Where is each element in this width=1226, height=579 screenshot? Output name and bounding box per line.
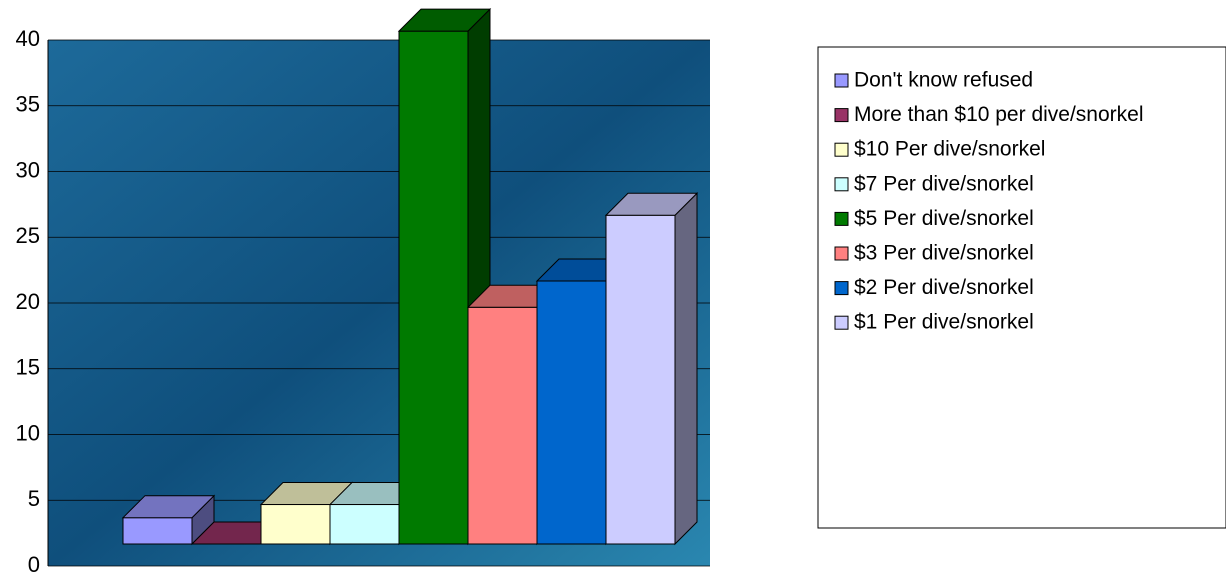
- bar: [398, 30, 469, 545]
- legend-label: Don't know refused: [854, 69, 1033, 92]
- legend-swatch: [834, 108, 849, 123]
- legend-swatch: [834, 211, 849, 226]
- y-tick-label: 40: [16, 26, 40, 51]
- legend-label: $7 Per dive/snorkel: [854, 172, 1034, 195]
- y-tick-label: 20: [16, 289, 40, 314]
- legend-label: More than $10 per dive/snorkel: [854, 103, 1144, 126]
- legend-swatch: [834, 177, 849, 192]
- y-tick-label: 35: [16, 92, 40, 117]
- bar: [467, 306, 538, 545]
- bar: [260, 504, 331, 545]
- legend-swatch: [834, 73, 849, 88]
- bar: [536, 280, 607, 545]
- y-tick-label: 15: [16, 355, 40, 380]
- legend-swatch: [834, 315, 849, 330]
- legend-label: $1 Per dive/snorkel: [854, 311, 1034, 334]
- y-tick-label: 5: [28, 486, 40, 511]
- bar-top: [121, 495, 216, 519]
- y-tick-label: 30: [16, 157, 40, 182]
- legend-label: $5 Per dive/snorkel: [854, 207, 1034, 230]
- y-tick-label: 25: [16, 223, 40, 248]
- bar: [122, 517, 193, 545]
- bar: [329, 504, 400, 545]
- legend-swatch: [834, 142, 849, 157]
- legend-box: [817, 46, 1226, 529]
- legend-swatch: [834, 281, 849, 296]
- legend-swatch: [834, 246, 849, 261]
- bar-top: [397, 8, 492, 32]
- bar: [605, 214, 676, 545]
- legend-label: $10 Per dive/snorkel: [854, 138, 1045, 161]
- y-tick-label: 0: [28, 552, 40, 574]
- y-tick-label: 10: [16, 420, 40, 445]
- bar-side: [674, 192, 698, 546]
- legend-label: $3 Per dive/snorkel: [854, 242, 1034, 265]
- bar-top: [604, 192, 699, 216]
- legend-label: $2 Per dive/snorkel: [854, 276, 1034, 299]
